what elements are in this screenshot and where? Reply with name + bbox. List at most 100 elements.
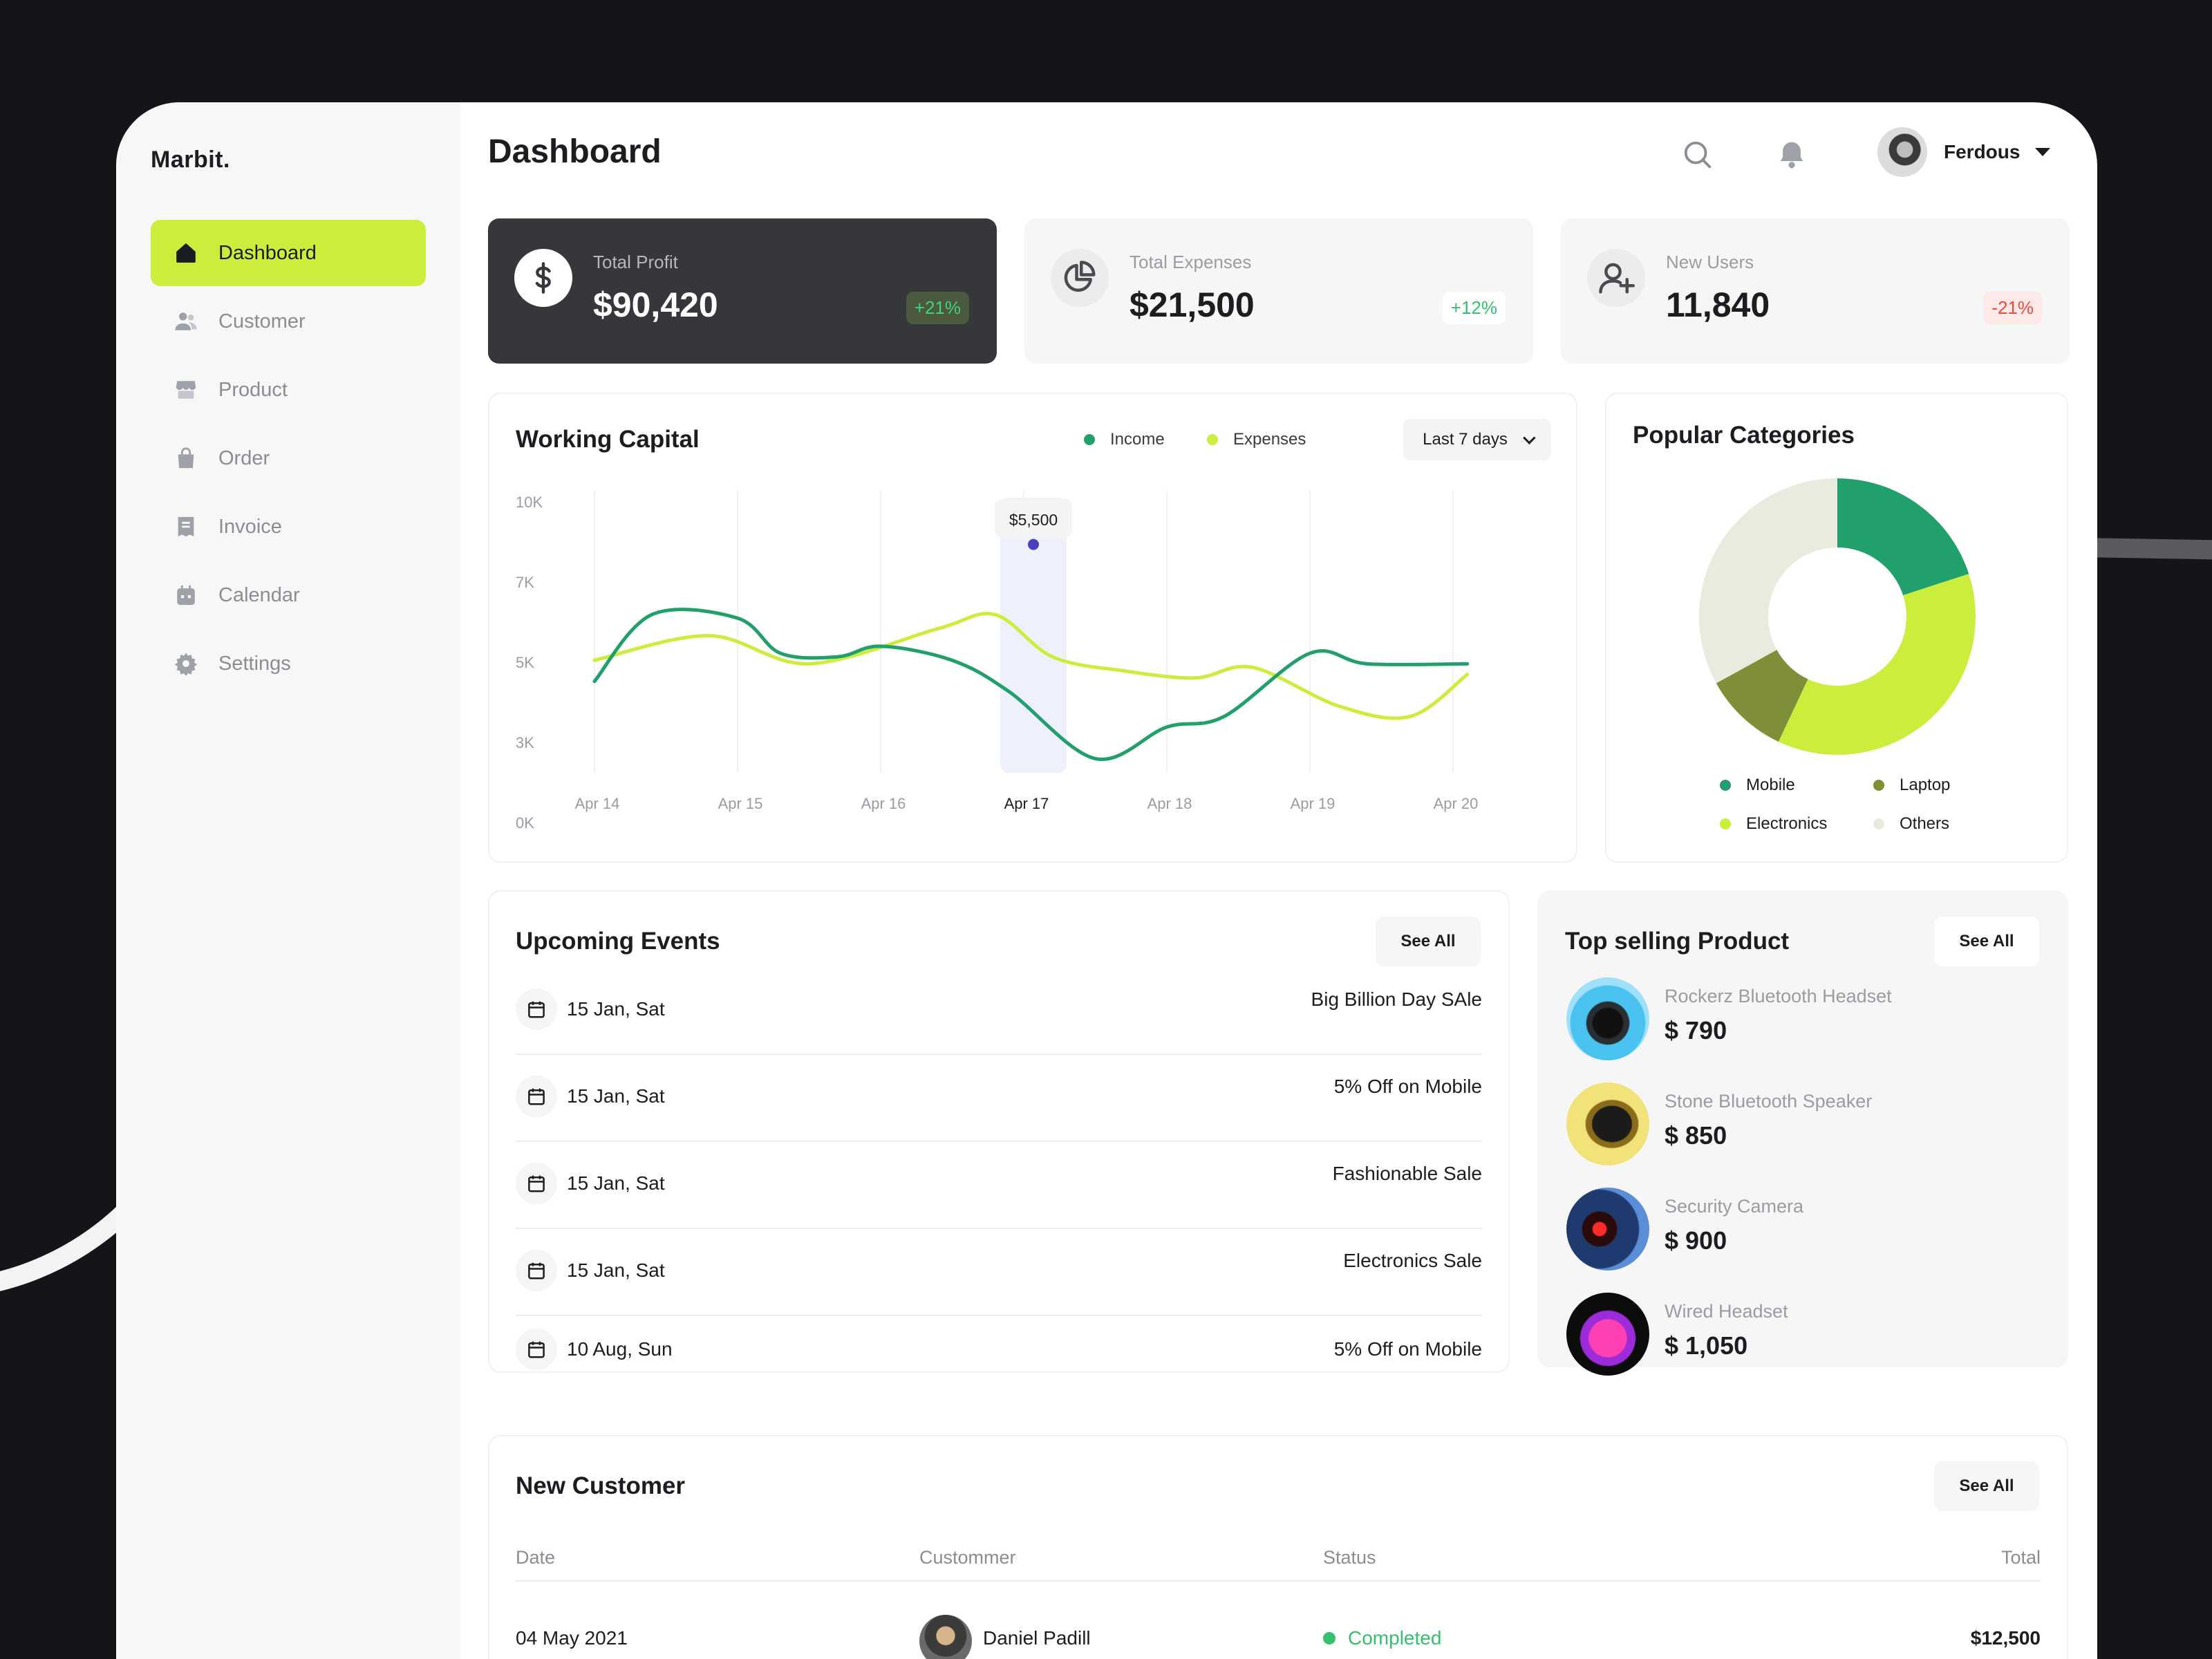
camera-image: [1566, 1188, 1649, 1271]
y-tick-label: 0K: [516, 814, 534, 832]
event-date: 15 Jan, Sat: [567, 1172, 665, 1194]
product-item[interactable]: Security Camera $ 900: [1566, 1188, 2036, 1276]
user-menu[interactable]: Ferdous: [1877, 127, 2051, 177]
event-name: Big Billion Day SAle: [1311, 988, 1482, 1010]
sidebar-item-settings[interactable]: Settings: [151, 630, 426, 697]
legend-income: Income: [1084, 430, 1165, 449]
sidebar-item-customer[interactable]: Customer: [151, 288, 426, 355]
store-icon: [173, 377, 199, 403]
bag-icon: [173, 445, 199, 471]
calendar-icon: [516, 988, 557, 1030]
y-tick-label: 7K: [516, 574, 534, 591]
new-customer-card: New Customer See All Date Custommer Stat…: [488, 1435, 2068, 1659]
page-title: Dashboard: [488, 133, 662, 170]
legend-label: Expenses: [1233, 430, 1306, 449]
legend-label: Income: [1110, 430, 1165, 449]
bell-icon[interactable]: [1771, 134, 1812, 176]
legend-label: Mobile: [1746, 776, 1795, 794]
stat-change-badge: +12%: [1442, 292, 1506, 324]
status-badge: Completed: [1323, 1627, 1441, 1649]
column-header-date[interactable]: Date: [516, 1547, 556, 1568]
card-title: Upcoming Events: [516, 928, 720, 955]
column-header-total[interactable]: Total: [2000, 1547, 2041, 1568]
sidebar-item-label: Customer: [218, 310, 306, 332]
event-row[interactable]: 15 Jan, Sat Big Billion Day SAle: [516, 968, 1482, 1055]
products-see-all-button[interactable]: See All: [1934, 917, 2039, 966]
event-name: 5% Off on Mobile: [1333, 1338, 1482, 1360]
product-item[interactable]: Wired Headset $ 1,050: [1566, 1293, 2036, 1381]
x-tick-label: Apr 17: [1004, 795, 1049, 812]
legend-dot: [1720, 818, 1731, 830]
product-item[interactable]: Rockerz Bluetooth Headset $ 790: [1566, 977, 2036, 1066]
event-date: 10 Aug, Sun: [567, 1338, 673, 1360]
event-row[interactable]: 15 Jan, Sat 5% Off on Mobile: [516, 1055, 1482, 1142]
calendar-icon: [516, 1250, 557, 1291]
stat-change-badge: -21%: [1983, 292, 2042, 324]
series-line-income: [592, 608, 1470, 762]
home-icon: [173, 240, 199, 266]
main-content: Dashboard Ferdous Total Profit $90,420 +…: [460, 102, 2097, 1659]
stat-card-new-users: New Users 11,840 -21%: [1561, 218, 2070, 364]
date-range-select[interactable]: Last 7 days: [1403, 419, 1551, 460]
legend-mobile: Mobile: [1720, 776, 1795, 795]
x-tick-label: Apr 15: [718, 795, 763, 812]
status-label: Completed: [1348, 1627, 1442, 1649]
speaker-image: [1566, 1082, 1649, 1165]
x-tick-label: Apr 20: [1434, 795, 1479, 812]
sidebar-item-invoice[interactable]: Invoice: [151, 494, 426, 560]
working-capital-chart: 10K 7K 5K 3K 0K Apr 14 Apr 15 Apr 16 Apr 17 Apr 1…: [516, 491, 1479, 832]
slice-mobile: [1837, 478, 1969, 596]
event-row[interactable]: 15 Jan, Sat Fashionable Sale: [516, 1142, 1482, 1229]
y-tick-label: 3K: [516, 734, 534, 751]
tooltip-point: [1028, 538, 1039, 550]
x-tick-label: Apr 14: [575, 795, 620, 812]
event-row[interactable]: 15 Jan, Sat Electronics Sale: [516, 1229, 1482, 1316]
cell-customer[interactable]: Daniel Padill: [983, 1627, 1091, 1649]
top-selling-product-card: Top selling Product See All Rockerz Blue…: [1537, 890, 2068, 1376]
calendar-icon: [516, 1163, 557, 1204]
column-header-customer[interactable]: Custommer: [919, 1547, 1016, 1568]
tooltip: [995, 499, 1072, 538]
product-name: Rockerz Bluetooth Headset: [1665, 986, 1892, 1006]
legend-dot: [1720, 780, 1731, 791]
column-header-status[interactable]: Status: [1323, 1547, 1376, 1568]
legend-dot: [1873, 780, 1884, 791]
stat-value: 11,840: [1666, 285, 1770, 324]
chevron-down-icon: [1523, 431, 1536, 444]
stat-label: Total Profit: [593, 252, 678, 272]
popular-categories-card: Popular Categories Mobile Laptop Electro…: [1605, 393, 2068, 863]
tooltip-value: $5,500: [1009, 511, 1058, 529]
legend-label: Laptop: [1900, 776, 1951, 794]
card-title: Popular Categories: [1633, 422, 1855, 449]
app-window: Marbit. Dashboard Customer Product: [116, 102, 2097, 1659]
legend-dot: [1084, 434, 1095, 445]
event-row[interactable]: 10 Aug, Sun 5% Off on Mobile: [516, 1316, 1482, 1371]
event-name: Fashionable Sale: [1332, 1163, 1482, 1184]
events-see-all-button[interactable]: See All: [1376, 917, 1481, 966]
sidebar-item-order[interactable]: Order: [151, 425, 426, 491]
chevron-down-icon: [2035, 148, 2051, 156]
legend-label: Electronics: [1746, 814, 1828, 833]
highlight-band: [1000, 498, 1067, 773]
card-title: Top selling Product: [1565, 928, 1790, 955]
y-tick-label: 5K: [516, 654, 534, 671]
sidebar-item-dashboard[interactable]: Dashboard: [151, 220, 426, 286]
y-tick-label: 10K: [516, 494, 543, 511]
stat-card-total-profit: Total Profit $90,420 +21%: [488, 218, 997, 364]
product-price: $ 850: [1665, 1121, 1727, 1150]
stat-card-total-expenses: Total Expenses $21,500 +12%: [1024, 218, 1533, 364]
product-price: $ 900: [1665, 1226, 1727, 1255]
date-range-value: Last 7 days: [1423, 430, 1508, 449]
sidebar-item-calendar[interactable]: Calendar: [151, 562, 426, 628]
search-icon[interactable]: [1677, 134, 1718, 176]
sidebar-item-product[interactable]: Product: [151, 357, 426, 423]
product-item[interactable]: Stone Bluetooth Speaker $ 850: [1566, 1082, 2036, 1171]
slice-others: [1699, 478, 1837, 684]
sidebar-item-label: Invoice: [218, 515, 282, 538]
legend-dot: [1873, 818, 1884, 830]
product-name: Security Camera: [1665, 1196, 1804, 1217]
slice-laptop: [1716, 650, 1808, 742]
event-name: 5% Off on Mobile: [1333, 1076, 1482, 1097]
customers-see-all-button[interactable]: See All: [1934, 1461, 2039, 1511]
avatar: [919, 1615, 972, 1659]
